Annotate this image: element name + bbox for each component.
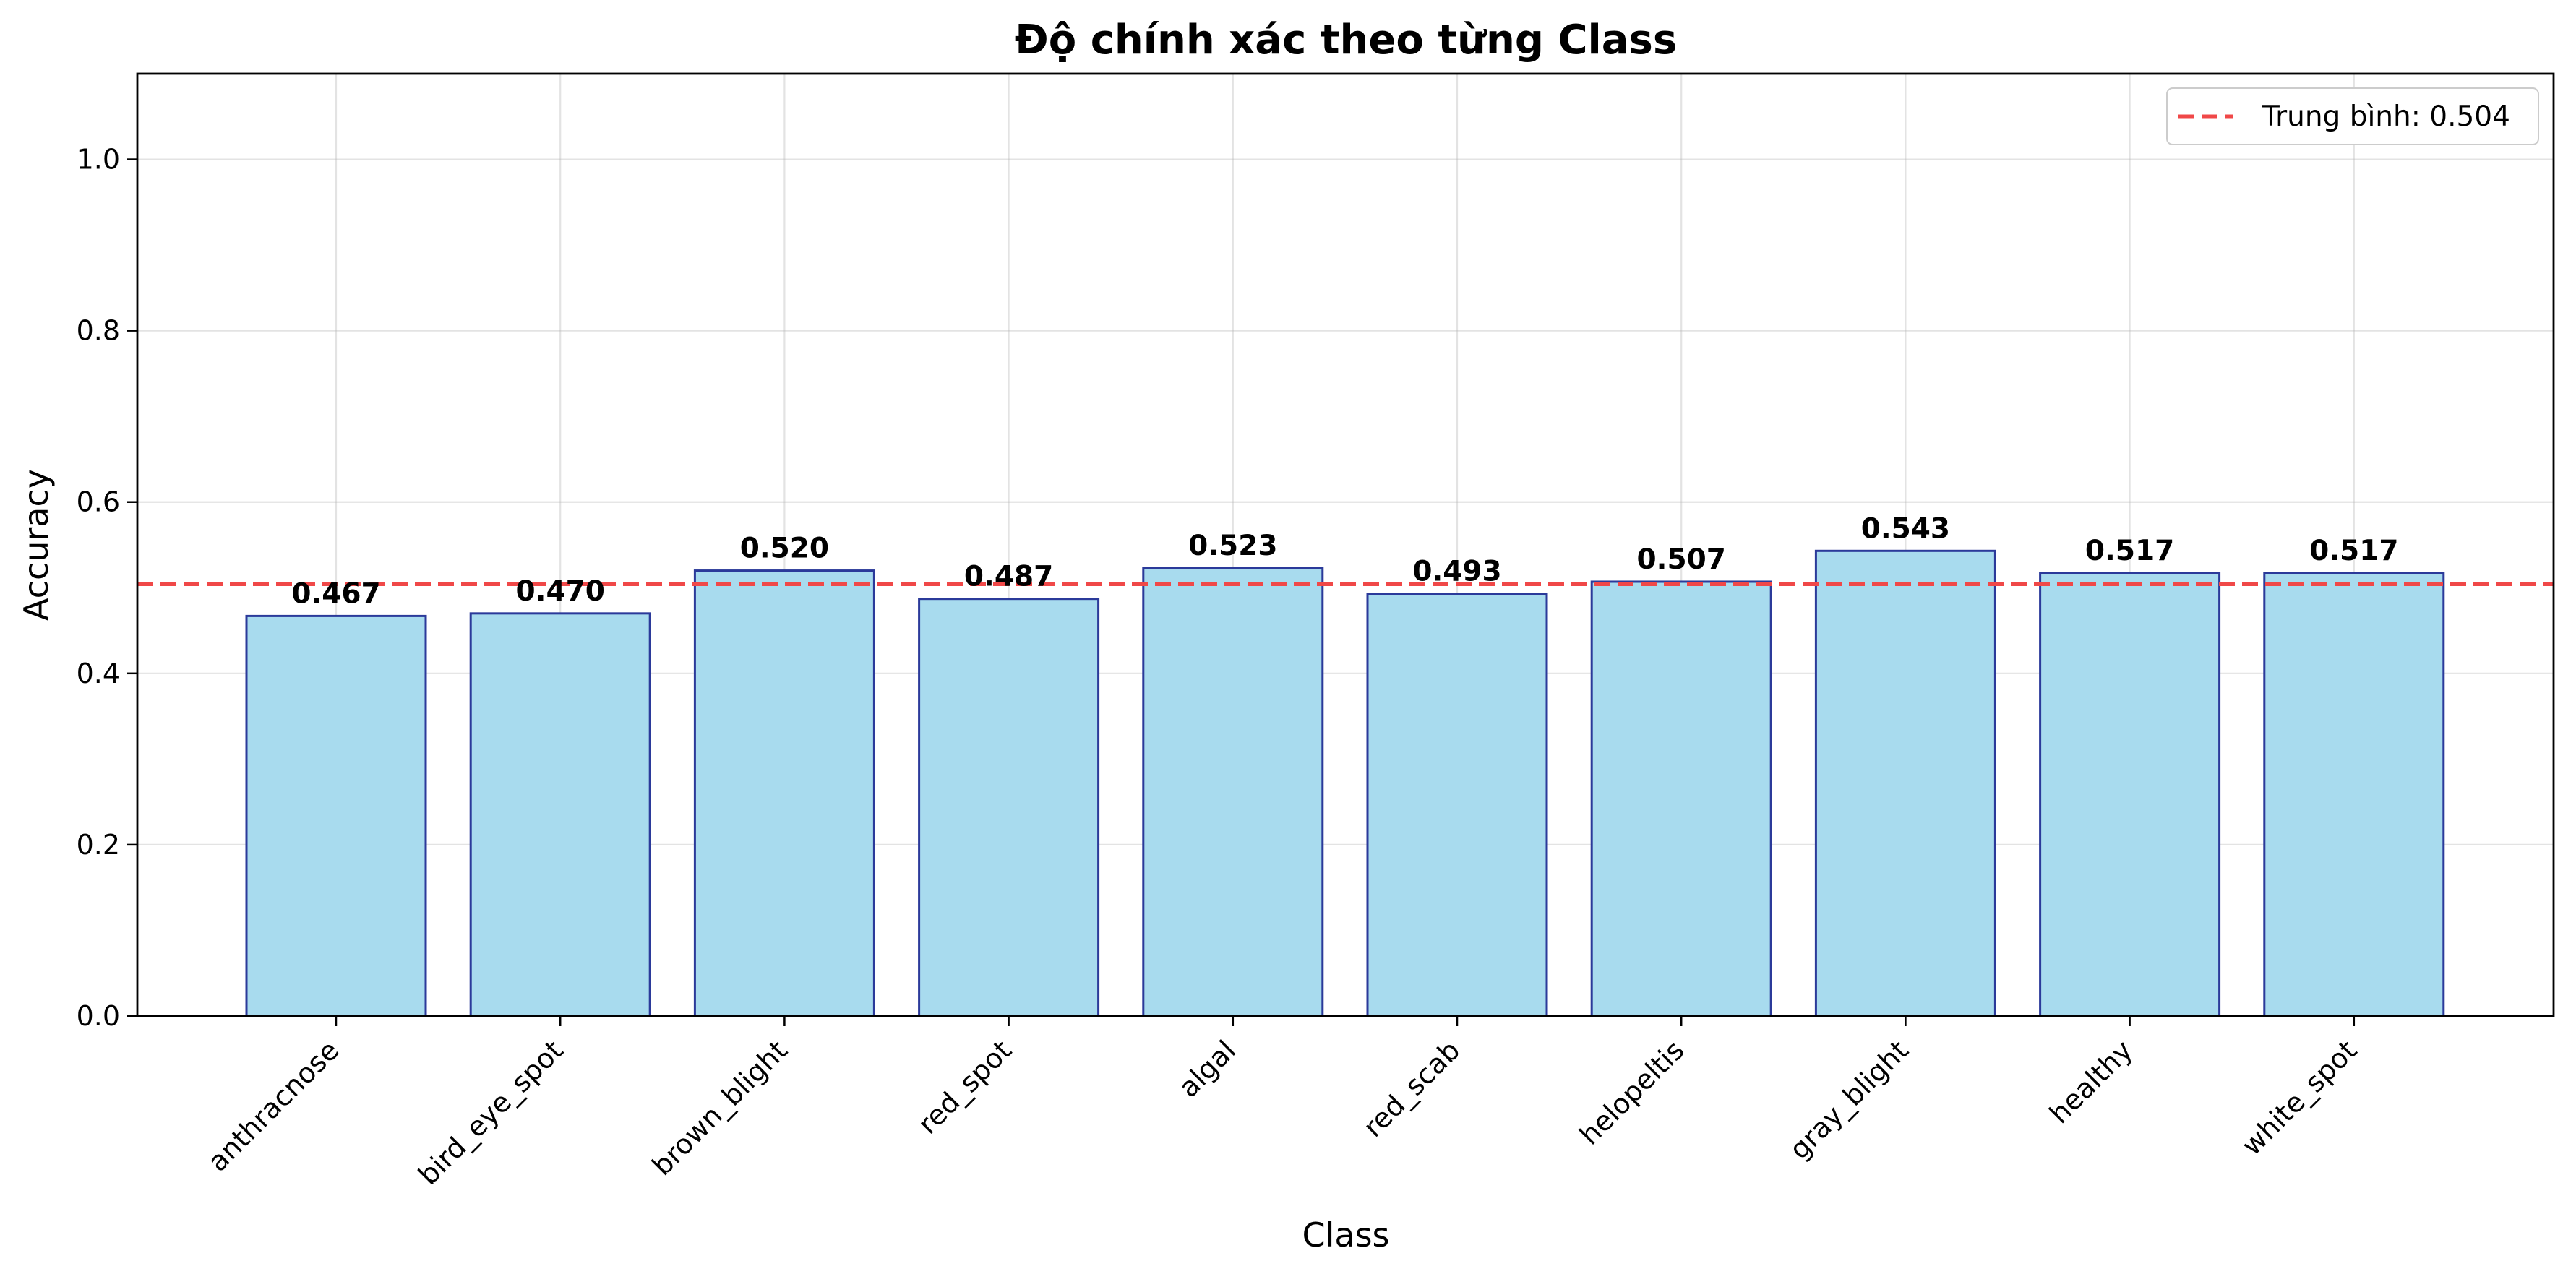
bar-algal (1142, 567, 1324, 1017)
x-tick-label: helopeltis (1573, 1034, 1691, 1151)
chart-title: Độ chính xác theo từng Class (1015, 17, 1677, 64)
legend-entry-mean: Trung bình: 0.504 (2262, 100, 2510, 133)
x-tick-label: red_spot (911, 1034, 1018, 1140)
legend: Trung bình: 0.504 (2166, 87, 2539, 145)
bar-value-label: 0.487 (964, 561, 1053, 593)
y-axis-label: Accuracy (17, 469, 56, 621)
bar-bird_eye_spot (469, 612, 651, 1017)
bar-value-label: 0.543 (1861, 512, 1950, 545)
plot-frame (136, 72, 2555, 1017)
bar-value-label: 0.523 (1188, 530, 1277, 562)
bar-value-label: 0.467 (291, 577, 380, 610)
y-tick-label: 1.0 (77, 144, 120, 176)
legend-box (2166, 87, 2539, 145)
bar-red_spot (918, 598, 1100, 1017)
bar-brown_blight (693, 569, 875, 1017)
x-tick-label: bird_eye_spot (412, 1034, 569, 1191)
bar-value-labels: 0.467 0.470 0.520 0.487 0.523 0.493 0.507 0.543… (291, 512, 2398, 610)
bar-value-label: 0.493 (1412, 556, 1501, 588)
y-tick-label: 0.0 (77, 1000, 120, 1032)
bar-healthy (2039, 572, 2221, 1017)
x-tick-label: anthracnose (202, 1034, 345, 1177)
y-tick-label: 0.4 (77, 658, 120, 689)
x-tick-label: brown_blight (646, 1034, 794, 1182)
y-tick-label: 0.8 (77, 315, 120, 347)
bar-value-label: 0.517 (2309, 535, 2398, 567)
bar-red_scab (1366, 593, 1548, 1017)
x-tick-label: gray_blight (1783, 1034, 1915, 1166)
x-tick-label: healthy (2043, 1034, 2139, 1129)
bar-anthracnose (245, 614, 427, 1017)
x-tick-label: algal (1172, 1034, 1242, 1103)
x-tick-label: white_spot (2236, 1034, 2363, 1161)
bar-value-label: 0.517 (2085, 535, 2174, 567)
bar-value-label: 0.520 (740, 533, 829, 565)
y-axis-ticks: 0.0 0.2 0.4 0.6 0.8 1.0 (77, 144, 137, 1032)
bars (245, 549, 2445, 1017)
y-tick-label: 0.6 (77, 486, 120, 518)
bar-value-label: 0.470 (516, 575, 605, 608)
bar-helopeltis (1590, 580, 1772, 1017)
bar-value-label: 0.507 (1637, 543, 1726, 576)
y-tick-label: 0.2 (77, 829, 120, 861)
bar-gray_blight (1814, 549, 1996, 1017)
x-axis-ticks: anthracnose bird_eye_spot brown_blight red_… (202, 1016, 2363, 1191)
x-tick-label: red_scab (1357, 1034, 1466, 1143)
x-axis-label: Class (1302, 1215, 1389, 1254)
bar-white_spot (2263, 572, 2445, 1017)
